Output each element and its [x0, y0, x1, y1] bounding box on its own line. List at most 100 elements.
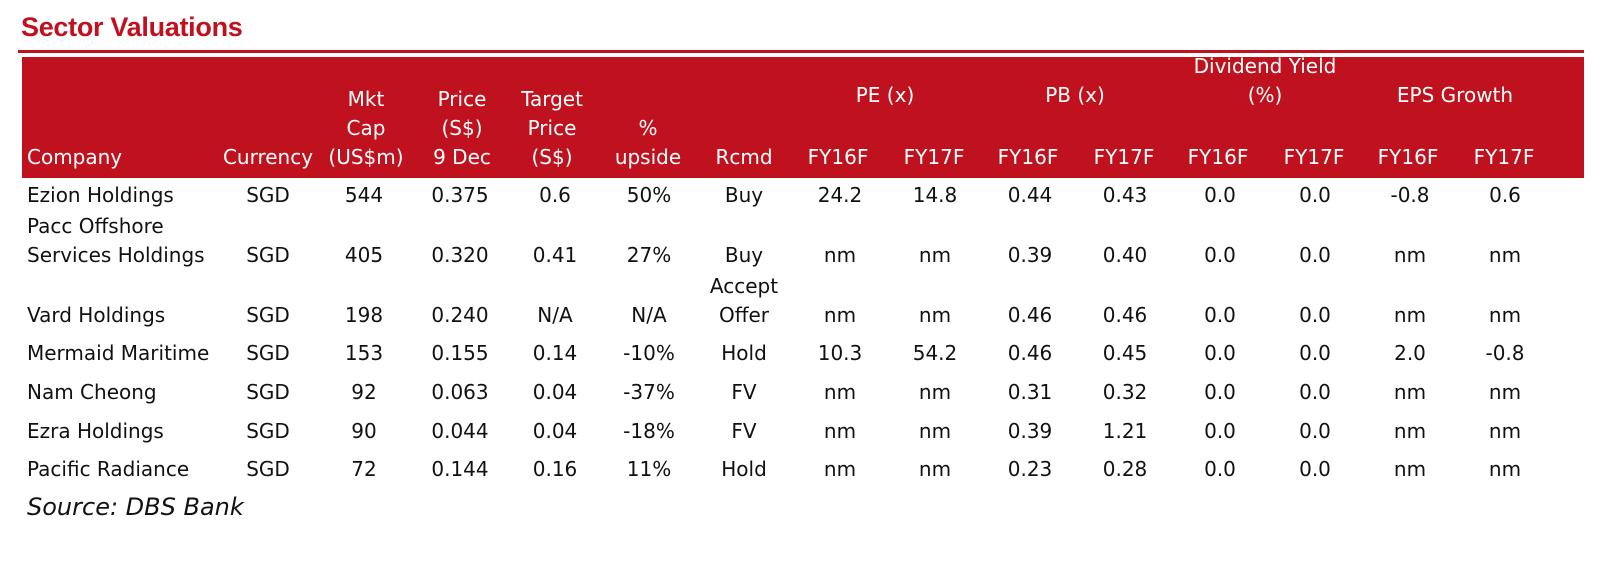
col-header-pe-fy16f: FY16F — [807, 145, 869, 169]
cell-company: Ezion Holdings — [27, 183, 174, 207]
cell-upside: 11% — [626, 457, 672, 481]
cell-pe-fy17f: nm — [918, 457, 952, 481]
cell-pb-fy17f: 1.21 — [1102, 419, 1148, 443]
cell-pb-fy16f: 0.39 — [1007, 243, 1053, 267]
cell-upside: 50% — [626, 183, 672, 207]
col-header-upside: % upside — [614, 116, 682, 169]
cell-pb-fy17f: 0.46 — [1102, 303, 1148, 327]
cell-dy-fy17f: 0.0 — [1299, 243, 1331, 267]
cell-dy-fy16f: 0.0 — [1204, 303, 1236, 327]
cell-pe-fy17f: 14.8 — [912, 183, 958, 207]
cell-upside: -37% — [623, 380, 675, 404]
cell-eps-fy16f: nm — [1393, 380, 1427, 404]
cell-upside: -18% — [623, 419, 675, 443]
cell-mkt-cap: 72 — [351, 457, 377, 481]
cell-eps-fy17f: nm — [1488, 243, 1522, 267]
cell-company: Vard Holdings — [27, 303, 166, 327]
cell-rcmd: Accept Offer — [709, 274, 779, 327]
cell-pb-fy16f: 0.46 — [1007, 303, 1053, 327]
cell-eps-fy17f: 0.6 — [1489, 183, 1521, 207]
table-header-band — [22, 57, 1584, 178]
cell-rcmd: Buy — [724, 243, 764, 267]
cell-price: 0.375 — [431, 183, 489, 207]
cell-pb-fy17f: 0.43 — [1102, 183, 1148, 207]
cell-dy-fy17f: 0.0 — [1299, 303, 1331, 327]
cell-pe-fy16f: 10.3 — [817, 341, 863, 365]
col-header-dy-fy16f: FY16F — [1187, 145, 1249, 169]
cell-mkt-cap: 90 — [351, 419, 377, 443]
col-header-mkt-cap: Mkt Cap (US$m) — [328, 87, 404, 169]
cell-currency: SGD — [246, 303, 290, 327]
cell-pb-fy16f: 0.44 — [1007, 183, 1053, 207]
cell-dy-fy17f: 0.0 — [1299, 183, 1331, 207]
col-header-company: Company — [27, 145, 123, 169]
cell-upside: N/A — [631, 303, 667, 327]
cell-eps-fy17f: nm — [1488, 380, 1522, 404]
cell-target-price: 0.16 — [532, 457, 578, 481]
title-rule — [18, 50, 1584, 53]
cell-pb-fy16f: 0.23 — [1007, 457, 1053, 481]
col-header-eps-fy16f: FY16F — [1377, 145, 1439, 169]
cell-mkt-cap: 92 — [351, 380, 377, 404]
col-header-pb-fy17f: FY17F — [1093, 145, 1155, 169]
cell-pb-fy16f: 0.46 — [1007, 341, 1053, 365]
cell-eps-fy17f: nm — [1488, 303, 1522, 327]
cell-mkt-cap: 198 — [344, 303, 384, 327]
cell-target-price: N/A — [537, 303, 573, 327]
cell-target-price: 0.6 — [539, 183, 571, 207]
cell-price: 0.320 — [431, 243, 489, 267]
cell-mkt-cap: 544 — [344, 183, 384, 207]
cell-rcmd: FV — [731, 419, 757, 443]
cell-pb-fy17f: 0.32 — [1102, 380, 1148, 404]
cell-eps-fy16f: nm — [1393, 419, 1427, 443]
cell-eps-fy16f: nm — [1393, 303, 1427, 327]
cell-currency: SGD — [246, 183, 290, 207]
cell-pe-fy17f: 54.2 — [912, 341, 958, 365]
cell-pe-fy17f: nm — [918, 303, 952, 327]
cell-price: 0.240 — [431, 303, 489, 327]
col-header-pb-fy16f: FY16F — [997, 145, 1059, 169]
cell-dy-fy17f: 0.0 — [1299, 419, 1331, 443]
cell-dy-fy16f: 0.0 — [1204, 243, 1236, 267]
cell-company: Nam Cheong — [27, 380, 157, 404]
cell-dy-fy17f: 0.0 — [1299, 380, 1331, 404]
cell-currency: SGD — [246, 243, 290, 267]
cell-target-price: 0.04 — [532, 380, 578, 404]
cell-upside: 27% — [626, 243, 672, 267]
cell-price: 0.063 — [431, 380, 489, 404]
cell-eps-fy17f: -0.8 — [1485, 341, 1525, 365]
cell-target-price: 0.14 — [532, 341, 578, 365]
cell-pe-fy16f: nm — [823, 419, 857, 443]
cell-pb-fy17f: 0.28 — [1102, 457, 1148, 481]
cell-eps-fy17f: nm — [1488, 419, 1522, 443]
cell-pe-fy17f: nm — [918, 419, 952, 443]
cell-company: Ezra Holdings — [27, 419, 164, 443]
cell-eps-fy16f: nm — [1393, 243, 1427, 267]
cell-pe-fy16f: nm — [823, 380, 857, 404]
col-group-dividend-yield: Dividend Yield (%) — [1193, 54, 1337, 107]
cell-price: 0.155 — [431, 341, 489, 365]
cell-eps-fy16f: -0.8 — [1390, 183, 1430, 207]
cell-rcmd: Buy — [724, 183, 764, 207]
cell-mkt-cap: 405 — [344, 243, 384, 267]
cell-pb-fy16f: 0.31 — [1007, 380, 1053, 404]
col-header-rcmd: Rcmd — [715, 145, 773, 169]
cell-pe-fy17f: nm — [918, 380, 952, 404]
cell-company: Mermaid Maritime — [27, 341, 210, 365]
cell-mkt-cap: 153 — [344, 341, 384, 365]
cell-price: 0.044 — [431, 419, 489, 443]
cell-dy-fy16f: 0.0 — [1204, 380, 1236, 404]
col-header-target-price: Target Price (S$) — [521, 87, 583, 169]
cell-dy-fy17f: 0.0 — [1299, 341, 1331, 365]
col-header-currency: Currency — [222, 145, 314, 169]
cell-eps-fy16f: 2.0 — [1394, 341, 1426, 365]
cell-target-price: 0.41 — [532, 243, 578, 267]
cell-currency: SGD — [246, 380, 290, 404]
cell-dy-fy16f: 0.0 — [1204, 341, 1236, 365]
col-group-eps-growth: EPS Growth — [1396, 83, 1514, 107]
col-header-price: Price (S$) 9 Dec — [433, 87, 491, 169]
cell-pe-fy16f: nm — [823, 457, 857, 481]
cell-company: Pacific Radiance — [27, 457, 190, 481]
cell-price: 0.144 — [431, 457, 489, 481]
cell-eps-fy17f: nm — [1488, 457, 1522, 481]
